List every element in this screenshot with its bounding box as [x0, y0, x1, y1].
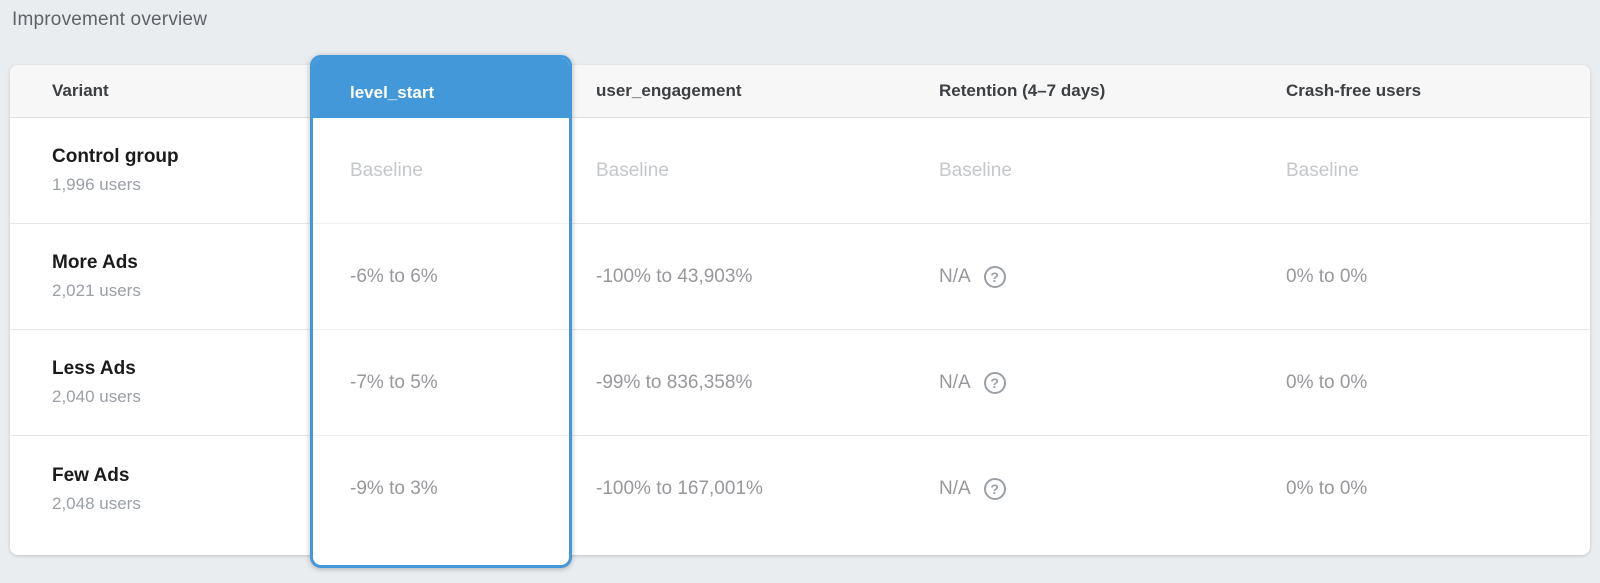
level-start-value: Baseline — [350, 159, 423, 181]
user-engagement-cell: -99% to 836,358% — [572, 372, 915, 394]
page-title: Improvement overview — [12, 9, 208, 30]
variant-name: Less Ads — [52, 358, 136, 379]
variant-name: Few Ads — [52, 464, 130, 486]
selected-column-body: Baseline -6% to 6% -7% to 5% -9% to 3% — [313, 118, 569, 565]
variant-user-count: 2,021 users — [52, 281, 141, 300]
retention-value: N/A — [939, 478, 971, 499]
crash-free-users-value: 0% to 0% — [1286, 265, 1368, 287]
column-header-crash-free-users[interactable]: Crash-free users — [1286, 81, 1422, 100]
user-engagement-value: -100% to 43,903% — [596, 265, 753, 287]
table-header-row: Variant user_engagement Retention (4–7 d… — [10, 65, 1590, 118]
variant-cell: Few Ads 2,048 users — [10, 463, 310, 516]
level-start-value: -6% to 6% — [350, 265, 438, 287]
table-row: Control group 1,996 users Baseline Baseline… — [10, 118, 1590, 224]
user-engagement-cell: -100% to 43,903% — [572, 266, 915, 288]
column-header-variant: Variant — [52, 81, 109, 100]
retention-value: Baseline — [939, 159, 1012, 181]
level-start-value: -7% to 5% — [350, 371, 438, 393]
table-row: Few Ads 2,048 users -100% to 167,001% N/A? 0… — [10, 436, 1590, 555]
user-engagement-value: Baseline — [596, 159, 669, 181]
retention-cell: N/A? — [915, 265, 1262, 288]
variant-user-count: 2,048 users — [52, 493, 141, 513]
level-start-cell: Baseline — [313, 118, 569, 224]
retention-cell: N/A? — [915, 371, 1262, 394]
user-engagement-cell: -100% to 167,001% — [572, 478, 915, 500]
crash-free-users-value: 0% to 0% — [1286, 478, 1368, 499]
variant-user-count: 1,996 users — [52, 175, 141, 194]
retention-value: N/A — [939, 371, 971, 393]
level-start-cell: -7% to 5% — [313, 330, 569, 436]
variant-cell: More Ads 2,021 users — [10, 250, 310, 303]
crash-free-users-cell: Baseline — [1262, 160, 1590, 182]
crash-free-users-value: 0% to 0% — [1286, 371, 1368, 393]
user-engagement-cell: Baseline — [572, 160, 915, 182]
column-header-retention[interactable]: Retention (4–7 days) — [939, 81, 1106, 100]
table-row: More Ads 2,021 users -100% to 43,903% N/A? 0… — [10, 224, 1590, 330]
help-icon[interactable]: ? — [983, 265, 1006, 288]
user-engagement-value: -99% to 836,358% — [596, 371, 753, 393]
retention-cell: Baseline — [915, 160, 1262, 182]
level-start-cell: -9% to 3% — [313, 436, 569, 565]
selected-metric-column-level-start[interactable]: level_start Baseline -6% to 6% -7% to 5% -9… — [310, 55, 572, 568]
help-icon[interactable]: ? — [983, 371, 1006, 394]
improvement-overview-table: Variant user_engagement Retention (4–7 d… — [10, 55, 1590, 568]
crash-free-users-cell: 0% to 0% — [1262, 266, 1590, 288]
crash-free-users-cell: 0% to 0% — [1262, 478, 1590, 500]
table-body: Control group 1,996 users Baseline Baseline… — [10, 118, 1590, 555]
column-header-user-engagement[interactable]: user_engagement — [596, 81, 742, 100]
variant-name: Control group — [52, 146, 179, 167]
user-engagement-value: -100% to 167,001% — [596, 478, 763, 499]
column-header-level-start[interactable]: level_start — [313, 58, 569, 118]
retention-value: N/A — [939, 265, 971, 287]
help-icon[interactable]: ? — [983, 478, 1006, 500]
variant-name: More Ads — [52, 252, 138, 273]
variant-cell: Control group 1,996 users — [10, 144, 310, 197]
level-start-value: -9% to 3% — [350, 478, 438, 499]
level-start-cell: -6% to 6% — [313, 224, 569, 330]
retention-cell: N/A? — [915, 478, 1262, 500]
crash-free-users-cell: 0% to 0% — [1262, 372, 1590, 394]
table-row: Less Ads 2,040 users -99% to 836,358% N/A? 0… — [10, 330, 1590, 436]
variant-cell: Less Ads 2,040 users — [10, 356, 310, 409]
variant-user-count: 2,040 users — [52, 387, 141, 406]
crash-free-users-value: Baseline — [1286, 159, 1359, 181]
